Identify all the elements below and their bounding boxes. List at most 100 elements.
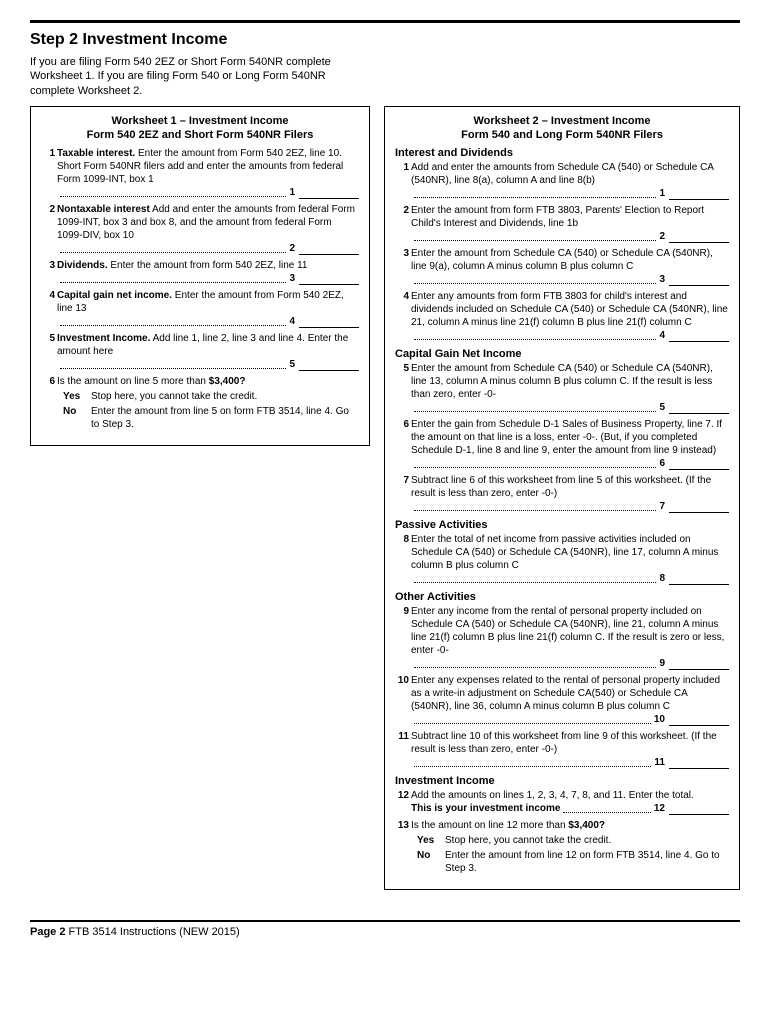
ws1-l4-num: 4 bbox=[289, 315, 295, 328]
ws2-l4-num: 4 bbox=[659, 329, 665, 342]
ws2-line9: 9Enter any income from the rental of per… bbox=[395, 605, 729, 670]
ws2-l4-blank[interactable] bbox=[669, 332, 729, 342]
ws1-l5-label: Investment Income. bbox=[57, 333, 150, 344]
ws1-l3-num: 3 bbox=[289, 272, 295, 285]
ws2-l1-text: Add and enter the amounts from Schedule … bbox=[411, 162, 713, 186]
ws1-l3-text: Enter the amount from form 540 2EZ, line… bbox=[108, 260, 308, 271]
footer-page: Page 2 bbox=[30, 926, 65, 938]
ws1-line1: 1Taxable interest. Enter the amount from… bbox=[41, 147, 359, 199]
ws1-l2-label: Nontaxable interest bbox=[57, 204, 150, 215]
ws2-sec-other: Other Activities bbox=[395, 591, 729, 603]
ws2-l11-text: Subtract line 10 of this worksheet from … bbox=[411, 731, 717, 755]
ws2-l3-text: Enter the amount from Schedule CA (540) … bbox=[411, 248, 713, 272]
ws1-yes-text: Stop here, you cannot take the credit. bbox=[91, 390, 359, 403]
ws2-l2-text: Enter the amount from form FTB 3803, Par… bbox=[411, 205, 704, 229]
ws2-l12-num: 12 bbox=[654, 802, 665, 815]
ws1-l4-blank[interactable] bbox=[299, 318, 359, 328]
ws2-title: Worksheet 2 – Investment Income bbox=[395, 115, 729, 127]
ws1-line4: 4Capital gain net income. Enter the amou… bbox=[41, 289, 359, 328]
ws1-line2: 2Nontaxable interest Add and enter the a… bbox=[41, 203, 359, 255]
ws1-no-label: No bbox=[63, 405, 91, 431]
ws1-no-text: Enter the amount from line 5 on form FTB… bbox=[91, 405, 359, 431]
ws2-l6-num: 6 bbox=[659, 457, 665, 470]
columns: Worksheet 1 – Investment Income Form 540… bbox=[30, 106, 740, 890]
ws2-l7-blank[interactable] bbox=[669, 503, 729, 513]
ws1-yes-label: Yes bbox=[63, 390, 91, 403]
ws2-line12: 12Add the amounts on lines 1, 2, 3, 4, 7… bbox=[395, 789, 729, 815]
ws1-l1-label: Taxable interest. bbox=[57, 148, 135, 159]
ws1-l1-blank[interactable] bbox=[299, 189, 359, 199]
ws2-line5: 5Enter the amount from Schedule CA (540)… bbox=[395, 362, 729, 414]
ws2-line1: 1Add and enter the amounts from Schedule… bbox=[395, 161, 729, 200]
ws2-l5-num: 5 bbox=[659, 401, 665, 414]
ws2-l1-blank[interactable] bbox=[669, 190, 729, 200]
footer-text: FTB 3514 Instructions (NEW 2015) bbox=[65, 926, 239, 938]
ws2-l12b-text: This is your investment income bbox=[411, 802, 560, 815]
ws1-title: Worksheet 1 – Investment Income bbox=[41, 115, 359, 127]
ws2-l10-blank[interactable] bbox=[669, 716, 729, 726]
ws2-sec-interest: Interest and Dividends bbox=[395, 147, 729, 159]
footer: Page 2 FTB 3514 Instructions (NEW 2015) bbox=[30, 926, 740, 938]
ws2-sec-investment: Investment Income bbox=[395, 775, 729, 787]
col-left: Worksheet 1 – Investment Income Form 540… bbox=[30, 106, 370, 890]
ws2-line13: 13Is the amount on line 12 more than $3,… bbox=[395, 819, 729, 875]
ws1-l6-amt: $3,400? bbox=[209, 376, 246, 387]
ws1-line5: 5Investment Income. Add line 1, line 2, … bbox=[41, 332, 359, 371]
ws1-l5-num: 5 bbox=[289, 358, 295, 371]
ws2-line4: 4Enter any amounts from form FTB 3803 fo… bbox=[395, 290, 729, 342]
ws2-l13-amt: $3,400? bbox=[568, 820, 605, 831]
ws2-line8: 8Enter the total of net income from pass… bbox=[395, 533, 729, 585]
ws2-no-row: No Enter the amount from line 12 on form… bbox=[395, 849, 729, 875]
ws2-l2-num: 2 bbox=[659, 230, 665, 243]
ws2-l8-blank[interactable] bbox=[669, 575, 729, 585]
ws2-no-label: No bbox=[417, 849, 445, 875]
ws2-l4-text: Enter any amounts from form FTB 3803 for… bbox=[411, 291, 728, 328]
step-title: Step 2 Investment Income bbox=[30, 31, 740, 49]
ws2-l5-blank[interactable] bbox=[669, 404, 729, 414]
ws2-line10: 10Enter any expenses related to the rent… bbox=[395, 674, 729, 726]
ws1-l3-label: Dividends. bbox=[57, 260, 108, 271]
ws2-yes-row: Yes Stop here, you cannot take the credi… bbox=[395, 834, 729, 847]
ws2-l11-num: 11 bbox=[654, 756, 665, 769]
ws2-line7: 7Subtract line 6 of this worksheet from … bbox=[395, 474, 729, 513]
ws2-l9-text: Enter any income from the rental of pers… bbox=[411, 606, 724, 656]
col-right: Worksheet 2 – Investment Income Form 540… bbox=[384, 106, 740, 890]
ws1-subtitle: Form 540 2EZ and Short Form 540NR Filers bbox=[41, 129, 359, 141]
ws1-l5-blank[interactable] bbox=[299, 361, 359, 371]
ws2-yes-label: Yes bbox=[417, 834, 445, 847]
ws1-l2-blank[interactable] bbox=[299, 245, 359, 255]
ws1-l3-blank[interactable] bbox=[299, 275, 359, 285]
worksheet-2-box: Worksheet 2 – Investment Income Form 540… bbox=[384, 106, 740, 890]
ws2-l11-blank[interactable] bbox=[669, 759, 729, 769]
ws2-l9-num: 9 bbox=[659, 657, 665, 670]
ws2-l12a-text: Add the amounts on lines 1, 2, 3, 4, 7, … bbox=[411, 790, 694, 801]
footer-rule: Page 2 FTB 3514 Instructions (NEW 2015) bbox=[30, 920, 740, 938]
ws2-sec-passive: Passive Activities bbox=[395, 519, 729, 531]
ws2-l9-blank[interactable] bbox=[669, 660, 729, 670]
ws2-no-text: Enter the amount from line 12 on form FT… bbox=[445, 849, 729, 875]
intro-text: If you are filing Form 540 2EZ or Short … bbox=[30, 55, 370, 98]
ws2-l2-blank[interactable] bbox=[669, 233, 729, 243]
ws1-yes-row: Yes Stop here, you cannot take the credi… bbox=[41, 390, 359, 403]
ws2-l8-text: Enter the total of net income from passi… bbox=[411, 534, 718, 571]
ws1-l6-q: Is the amount on line 5 more than bbox=[57, 376, 209, 387]
top-rule bbox=[30, 20, 740, 23]
ws1-l4-label: Capital gain net income. bbox=[57, 290, 172, 301]
ws1-l1-num: 1 bbox=[289, 186, 295, 199]
ws2-l10-text: Enter any expenses related to the rental… bbox=[411, 675, 720, 712]
ws2-l6-text: Enter the gain from Schedule D-1 Sales o… bbox=[411, 419, 722, 456]
ws2-l1-num: 1 bbox=[659, 187, 665, 200]
ws2-l6-blank[interactable] bbox=[669, 460, 729, 470]
ws2-line2: 2Enter the amount from form FTB 3803, Pa… bbox=[395, 204, 729, 243]
ws2-l10-num: 10 bbox=[654, 713, 665, 726]
ws2-l5-text: Enter the amount from Schedule CA (540) … bbox=[411, 363, 713, 400]
ws2-subtitle: Form 540 and Long Form 540NR Filers bbox=[395, 129, 729, 141]
ws2-line3: 3Enter the amount from Schedule CA (540)… bbox=[395, 247, 729, 286]
ws2-l3-blank[interactable] bbox=[669, 276, 729, 286]
ws2-l12-blank[interactable] bbox=[669, 805, 729, 815]
ws2-l7-text: Subtract line 6 of this worksheet from l… bbox=[411, 475, 711, 499]
ws2-l13-q: Is the amount on line 12 more than bbox=[411, 820, 568, 831]
ws1-no-row: No Enter the amount from line 5 on form … bbox=[41, 405, 359, 431]
ws2-l3-num: 3 bbox=[659, 273, 665, 286]
ws2-sec-capital: Capital Gain Net Income bbox=[395, 348, 729, 360]
